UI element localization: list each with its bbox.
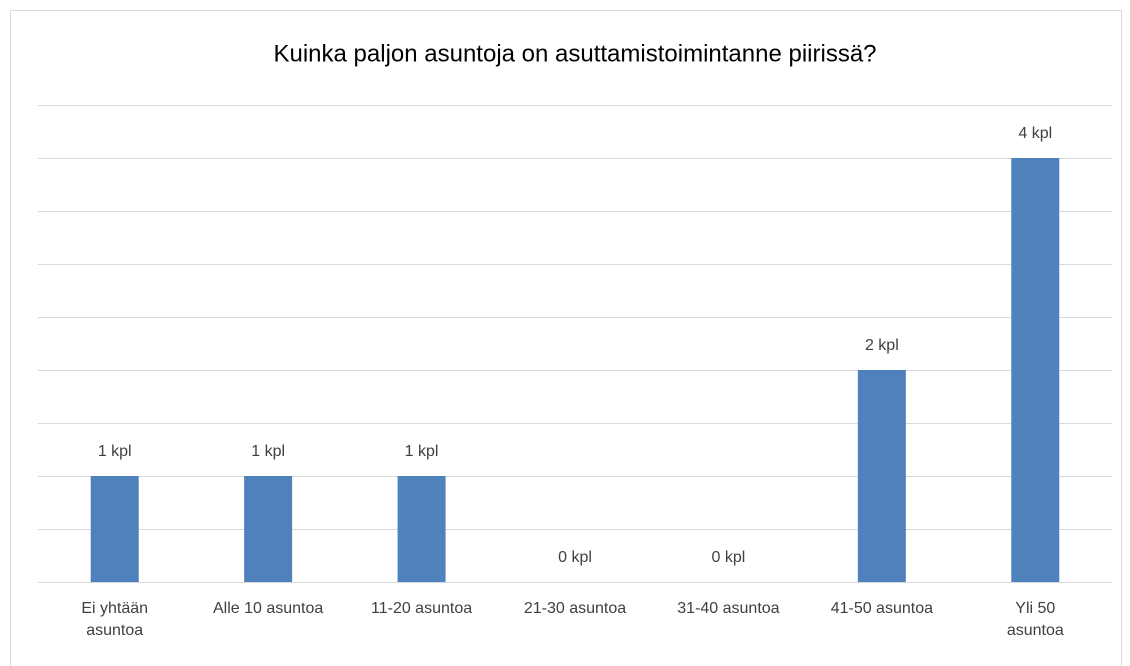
chart-title: Kuinka paljon asuntoja on asuttamistoimi… — [273, 40, 876, 67]
data-label: 1 kpl — [98, 443, 132, 460]
data-label: 1 kpl — [405, 443, 439, 460]
bar — [857, 370, 906, 582]
x-tick-label: 31-40 asuntoa — [677, 600, 780, 617]
bar — [1011, 158, 1060, 582]
x-tick-label: Alle 10 asuntoa — [212, 600, 324, 617]
bar — [90, 476, 139, 582]
data-label: 0 kpl — [712, 549, 746, 566]
x-tick-label: Yli 50 asuntoa — [1006, 600, 1064, 639]
data-label: 4 kpl — [1018, 125, 1052, 142]
x-tick-label: 41-50 asuntoa — [830, 600, 933, 617]
data-label: 2 kpl — [865, 337, 899, 354]
x-tick-label: 11-20 asuntoa — [371, 600, 473, 617]
chart-border — [10, 10, 1122, 666]
x-tick-label: 21-30 asuntoa — [523, 600, 627, 617]
data-label: 0 kpl — [558, 549, 592, 566]
x-tick-label: Ei yhtään asuntoa — [81, 600, 149, 639]
bar — [244, 476, 293, 582]
data-label: 1 kpl — [251, 443, 285, 460]
bar — [397, 476, 446, 582]
